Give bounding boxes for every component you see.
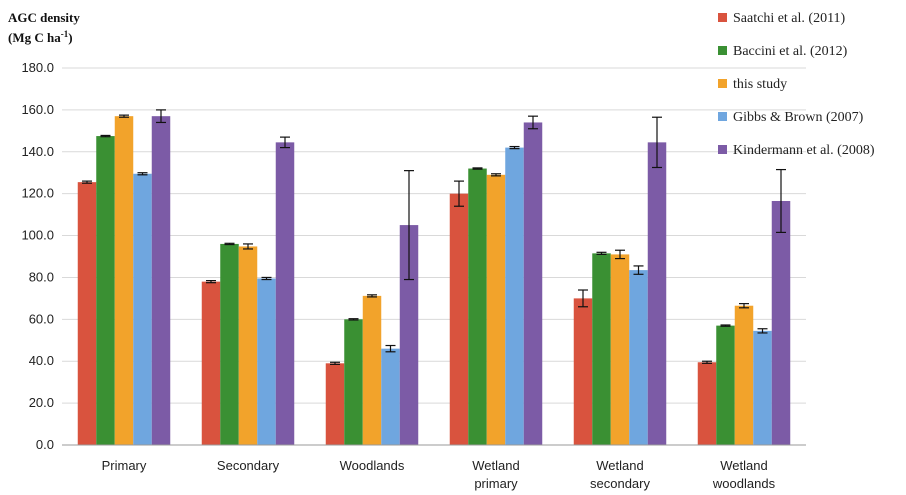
legend-swatch xyxy=(718,46,727,55)
bar xyxy=(697,362,717,445)
bar xyxy=(114,116,134,445)
bar xyxy=(362,295,382,445)
bar xyxy=(344,319,363,445)
y-tick-label: 160.0 xyxy=(21,102,54,117)
x-category-label: Woodlands xyxy=(340,458,405,473)
bar xyxy=(151,116,171,445)
bar xyxy=(610,254,630,445)
error-bars xyxy=(82,109,786,365)
bar xyxy=(275,142,295,445)
x-axis-categories: Primary Secondary Woodlands Wetland primary W… xyxy=(102,458,776,491)
bar xyxy=(716,325,735,445)
bar xyxy=(96,136,115,445)
y-tick-label: 80.0 xyxy=(29,269,54,284)
bar xyxy=(592,253,611,445)
bar xyxy=(505,147,524,446)
legend: Saatchi et al. (2011) Baccini et al. (201… xyxy=(718,11,875,158)
bar xyxy=(573,298,593,445)
legend-swatch xyxy=(718,79,727,88)
y-axis-ticks: 0.0 20.0 40.0 60.0 80.0 100.0 120.0 140.0 160.0 1… xyxy=(21,60,54,452)
bar xyxy=(771,200,791,445)
y-tick-label: 140.0 xyxy=(21,144,54,159)
y-tick-label: 180.0 xyxy=(21,60,54,75)
y-axis-unit-superscript: -1 xyxy=(61,29,69,39)
bar xyxy=(629,270,648,445)
bar xyxy=(257,278,276,445)
x-category-label: primary xyxy=(474,476,518,491)
bar xyxy=(77,182,97,445)
x-category-label: Wetland xyxy=(720,458,767,473)
y-tick-label: 40.0 xyxy=(29,353,54,368)
bar xyxy=(381,348,400,445)
legend-label: this study xyxy=(733,77,787,92)
y-tick-label: 60.0 xyxy=(29,311,54,326)
y-axis-unit-main: (Mg C ha xyxy=(8,30,61,45)
legend-label: Baccini et al. (2012) xyxy=(733,44,848,59)
legend-label: Gibbs & Brown (2007) xyxy=(733,110,864,125)
gridlines xyxy=(62,67,806,404)
y-tick-label: 100.0 xyxy=(21,228,54,243)
x-category-label: Primary xyxy=(102,458,147,473)
bars xyxy=(77,116,791,446)
x-category-label: Wetland xyxy=(472,458,519,473)
bar xyxy=(201,281,221,445)
legend-swatch xyxy=(718,13,727,22)
y-tick-label: 120.0 xyxy=(21,186,54,201)
legend-swatch xyxy=(718,145,727,154)
legend-label: Saatchi et al. (2011) xyxy=(733,11,846,26)
x-category-label: Wetland xyxy=(596,458,643,473)
bar xyxy=(325,363,345,445)
y-tick-label: 0.0 xyxy=(36,437,54,452)
y-axis-title: AGC density xyxy=(8,10,80,25)
bar xyxy=(753,330,772,445)
bar xyxy=(734,305,754,445)
bar xyxy=(133,173,152,445)
y-axis-unit: (Mg C ha-1) xyxy=(8,29,73,45)
y-tick-label: 20.0 xyxy=(29,395,54,410)
x-category-label: Secondary xyxy=(217,458,280,473)
x-category-label: secondary xyxy=(590,476,650,491)
bar xyxy=(238,246,258,445)
legend-swatch xyxy=(718,112,727,121)
bar xyxy=(220,243,239,445)
legend-label: Kindermann et al. (2008) xyxy=(733,143,875,158)
x-category-label: woodlands xyxy=(712,476,776,491)
y-axis-unit-close: ) xyxy=(68,30,72,45)
bar xyxy=(523,122,543,445)
bar xyxy=(647,142,667,445)
bar xyxy=(449,193,469,445)
bar xyxy=(468,168,487,446)
bar xyxy=(486,174,506,446)
